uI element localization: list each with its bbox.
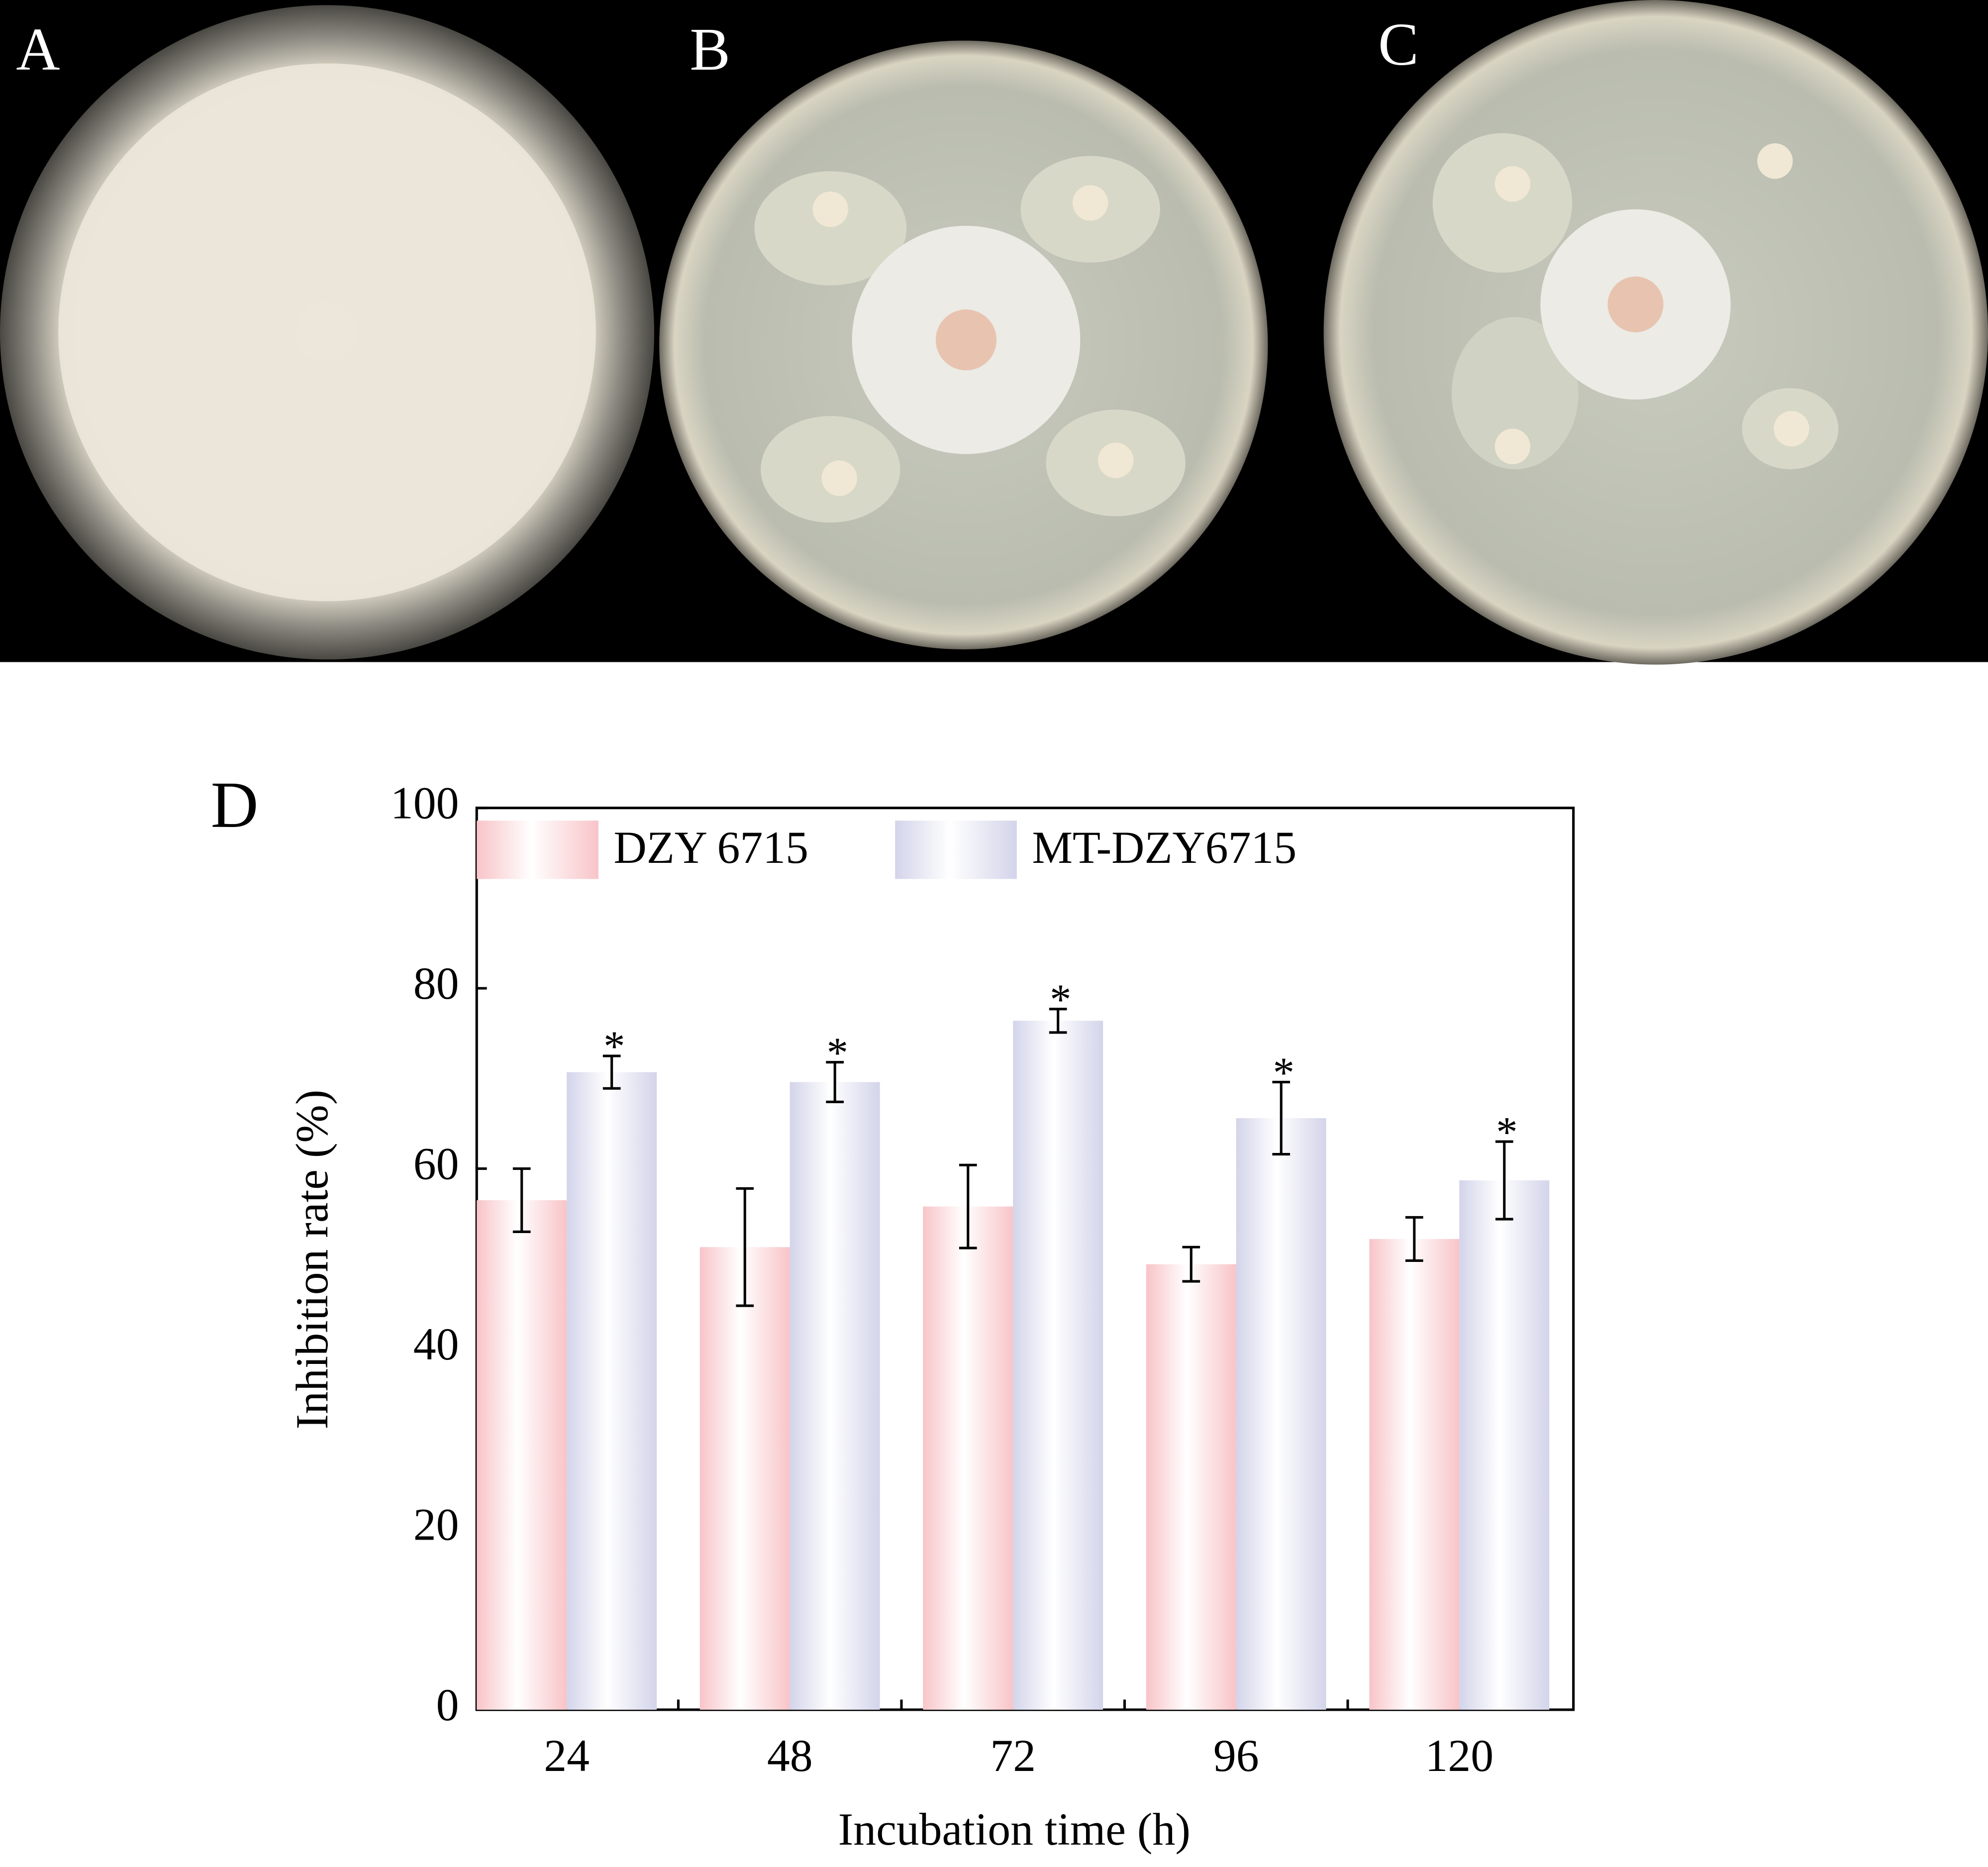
error-bar	[512, 1167, 531, 1233]
bar	[923, 1206, 1013, 1710]
y-tick-label: 20	[413, 1499, 459, 1550]
error-bar	[602, 1054, 621, 1090]
bar	[1459, 1180, 1550, 1710]
x-tick-label: 96	[1213, 1730, 1259, 1781]
y-tick-label: 0	[436, 1679, 459, 1730]
dish-c	[1323, 0, 1988, 665]
error-bar	[959, 1163, 977, 1249]
bar	[1013, 1021, 1103, 1710]
x-tick-label: 24	[544, 1730, 590, 1781]
error-bar	[736, 1187, 754, 1307]
error-bar	[1182, 1245, 1200, 1283]
bar	[699, 1247, 790, 1710]
bar	[1369, 1239, 1460, 1710]
y-tick-label: 100	[391, 778, 459, 829]
significance-mark: *	[1496, 1108, 1517, 1156]
dish-b	[659, 40, 1268, 650]
error-bar	[1405, 1216, 1423, 1262]
y-tick-label: 60	[413, 1139, 459, 1189]
error-bar	[1049, 1008, 1067, 1034]
panel-label: D	[211, 768, 259, 841]
legend-label: DZY 6715	[613, 822, 808, 873]
panel-label: B	[690, 16, 730, 83]
error-bar	[1272, 1081, 1291, 1156]
bar	[477, 1200, 567, 1710]
panel-label: A	[16, 16, 60, 83]
y-tick-label: 80	[413, 958, 459, 1009]
panel-label: C	[1378, 11, 1419, 78]
legend-swatch	[477, 821, 598, 879]
error-bar	[1495, 1140, 1513, 1221]
bar	[1236, 1118, 1326, 1710]
bar	[1146, 1264, 1236, 1710]
legend-label: MT-DZY6715	[1032, 822, 1296, 873]
significance-mark: *	[827, 1029, 848, 1076]
x-tick-label: 72	[990, 1730, 1036, 1781]
x-axis-title: Incubation time (h)	[838, 1804, 1191, 1855]
error-bar	[826, 1061, 844, 1104]
significance-mark: *	[1050, 975, 1071, 1023]
significance-mark: *	[1273, 1048, 1294, 1096]
y-axis-title: Inhibition rate (%)	[287, 1090, 337, 1430]
bar	[567, 1072, 657, 1710]
legend-swatch	[895, 821, 1017, 879]
x-tick-label: 48	[767, 1730, 813, 1781]
dish-a	[0, 5, 655, 660]
significance-mark: *	[603, 1023, 625, 1070]
x-tick-label: 120	[1425, 1730, 1493, 1781]
y-tick-label: 40	[413, 1319, 459, 1369]
bar	[790, 1082, 880, 1710]
